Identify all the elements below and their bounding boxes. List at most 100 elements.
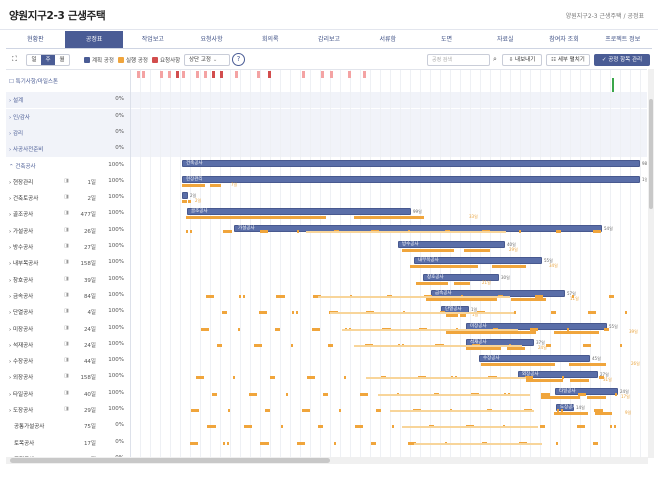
view-month-button[interactable]: 월 (59, 57, 65, 63)
actual-work-tick[interactable] (572, 294, 574, 298)
actual-bar[interactable] (188, 200, 191, 204)
actual-bar[interactable] (426, 297, 497, 301)
actual-work-tick[interactable] (598, 409, 603, 412)
actual-work-tick[interactable] (270, 376, 275, 380)
fullscreen-icon[interactable]: ⛶ (12, 55, 17, 63)
actual-work-tick[interactable] (286, 392, 288, 396)
actual-work-tick[interactable] (249, 392, 257, 396)
actual-work-tick[interactable] (296, 311, 298, 315)
actual-work-tick[interactable] (376, 409, 381, 412)
task-row[interactable]: 공통가설공사 75일 0% (6, 418, 647, 434)
actual-work-tick[interactable] (355, 425, 363, 429)
camera-icon[interactable]: ◨ (64, 291, 69, 298)
milestone-marker[interactable] (212, 71, 215, 78)
tab-documents[interactable]: 서류함 (379, 36, 397, 43)
actual-work-tick[interactable] (223, 441, 225, 445)
plan-bar[interactable]: 방수공사 (398, 241, 505, 248)
actual-bar[interactable] (481, 363, 555, 367)
actual-bar[interactable] (554, 330, 599, 334)
actual-work-tick[interactable] (588, 311, 596, 315)
tab-supervision-report[interactable]: 감리보고 (317, 36, 341, 43)
actual-work-tick[interactable] (599, 376, 604, 380)
task-row[interactable]: › 도장공사 ◨ 29일 100% (6, 402, 647, 418)
actual-work-tick[interactable] (525, 376, 533, 380)
plan-bar[interactable]: 수장공사 (479, 355, 590, 363)
actual-work-tick[interactable] (519, 229, 521, 233)
actual-work-tick[interactable] (339, 409, 341, 412)
actual-work-tick[interactable] (593, 229, 601, 233)
expand-details-button[interactable]: ☷ 세부 펼치기 (546, 54, 590, 66)
actual-work-tick[interactable] (207, 425, 212, 429)
task-row[interactable]: › 창호공사 ◨ 39일 100% (6, 272, 647, 288)
milestone-marker[interactable] (142, 71, 145, 78)
tab-project-info[interactable]: 프로젝트 정보 (605, 36, 641, 43)
actual-bar[interactable] (410, 265, 478, 269)
actual-bar[interactable] (507, 346, 525, 350)
actual-work-tick[interactable] (615, 392, 617, 396)
actual-work-tick[interactable] (614, 425, 616, 429)
actual-work-tick[interactable] (625, 311, 627, 315)
help-icon[interactable]: ? (232, 53, 245, 66)
actual-bar[interactable] (594, 412, 612, 415)
actual-work-tick[interactable] (307, 376, 315, 380)
task-row[interactable]: › 석재공사 ◨ 24일 100% (6, 337, 647, 353)
plan-bar[interactable]: 건축공사 (182, 159, 640, 167)
actual-bar[interactable] (446, 330, 536, 334)
milestone-marker[interactable] (348, 71, 351, 78)
actual-bar[interactable] (541, 395, 580, 399)
search-input[interactable]: 공정 검색 (427, 54, 490, 66)
actual-work-tick[interactable] (557, 409, 559, 412)
actual-work-tick[interactable] (578, 392, 586, 396)
camera-icon[interactable]: ◨ (64, 210, 69, 217)
plan-bar[interactable]: 골조공사 (187, 208, 411, 216)
task-row[interactable]: › 인/감사 0% (6, 108, 647, 125)
actual-work-tick[interactable] (577, 425, 585, 429)
actual-work-tick[interactable] (530, 327, 538, 331)
actual-work-tick[interactable] (371, 441, 376, 445)
actual-work-tick[interactable] (323, 392, 328, 396)
view-week-button[interactable]: 주 (41, 55, 55, 65)
horizontal-scrollbar[interactable] (6, 457, 648, 464)
actual-work-tick[interactable] (545, 392, 550, 396)
milestone-marker[interactable] (182, 71, 185, 78)
milestone-marker[interactable] (196, 71, 199, 78)
camera-icon[interactable]: ◨ (64, 177, 69, 184)
actual-work-tick[interactable] (556, 441, 558, 445)
actual-work-tick[interactable] (280, 294, 285, 298)
tab-drawings[interactable]: 도면 (440, 36, 453, 43)
camera-icon[interactable]: ◨ (64, 389, 69, 396)
actual-work-tick[interactable] (561, 409, 563, 412)
actual-work-tick[interactable] (297, 229, 299, 233)
actual-work-tick[interactable] (275, 327, 280, 331)
actual-work-tick[interactable] (604, 327, 609, 331)
tab-participants[interactable]: 참여자 조회 (549, 36, 579, 43)
plan-bar[interactable]: 외장공사 (518, 371, 598, 379)
actual-work-tick[interactable] (239, 294, 241, 298)
actual-bar[interactable] (182, 200, 187, 204)
milestone-marker[interactable] (168, 71, 171, 78)
task-row[interactable]: › 미장공사 ◨ 24일 100% (6, 321, 647, 337)
actual-bar[interactable] (491, 265, 526, 269)
actual-work-tick[interactable] (594, 409, 599, 412)
actual-work-tick[interactable] (186, 229, 188, 233)
actual-bar[interactable] (570, 379, 589, 383)
actual-work-tick[interactable] (276, 294, 281, 298)
milestone-marker[interactable] (160, 71, 163, 78)
actual-work-tick[interactable] (265, 409, 270, 412)
actual-work-tick[interactable] (260, 229, 268, 233)
actual-work-tick[interactable] (212, 392, 217, 396)
camera-icon[interactable]: ◨ (64, 406, 69, 412)
task-row[interactable]: ⌃ 건축공사 100% (6, 158, 647, 174)
actual-bar[interactable] (186, 216, 326, 220)
actual-bar[interactable] (416, 281, 448, 285)
actual-work-tick[interactable] (302, 409, 310, 412)
actual-work-tick[interactable] (392, 425, 394, 429)
camera-icon[interactable]: ◨ (64, 308, 69, 315)
actual-work-tick[interactable] (264, 441, 269, 445)
actual-work-tick[interactable] (228, 409, 230, 412)
tab-work-report[interactable]: 작업보고 (141, 36, 164, 43)
camera-icon[interactable]: ◨ (64, 373, 69, 380)
actual-work-tick[interactable] (610, 425, 612, 429)
actual-work-tick[interactable] (567, 327, 569, 331)
task-row[interactable]: › 금속공사 ◨ 84일 100% (6, 288, 647, 304)
